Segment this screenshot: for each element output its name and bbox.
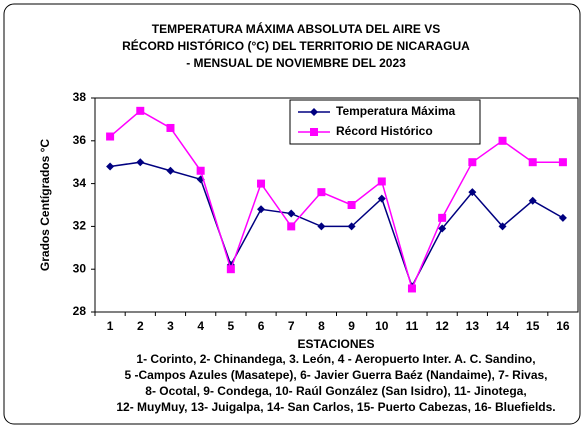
y-tick-label: 28 (73, 304, 87, 318)
data-point (106, 162, 115, 171)
footnote: 8- Ocotal, 9- Condega, 10- Raúl González… (145, 384, 526, 398)
data-point (257, 179, 266, 188)
chart-title: - MENSUAL DE NOVIEMBRE DEL 2023 (186, 56, 406, 70)
data-point (317, 188, 326, 197)
x-tick-label: 1 (107, 319, 114, 333)
data-point (166, 123, 175, 132)
data-point (136, 158, 145, 167)
data-point (347, 222, 356, 231)
legend-marker (310, 128, 318, 136)
data-point (136, 106, 145, 115)
series-line (109, 161, 564, 289)
legend-box (289, 99, 481, 145)
data-point (377, 177, 386, 186)
data-point (166, 166, 175, 175)
x-tick-label: 9 (348, 319, 355, 333)
x-tick-label: 10 (375, 319, 389, 333)
data-point (528, 158, 537, 167)
series-line (109, 109, 563, 291)
data-point (226, 265, 235, 274)
data-point (257, 205, 266, 214)
y-tick-label: 38 (73, 90, 87, 104)
data-point (287, 222, 296, 231)
data-point (558, 213, 567, 222)
data-point (438, 213, 447, 222)
footnote: 12- MuyMuy, 13- Juigalpa, 14- San Carlos… (116, 400, 555, 414)
data-point (377, 194, 386, 203)
data-point (498, 136, 507, 145)
x-tick-label: 8 (318, 319, 325, 333)
data-point (468, 158, 477, 167)
x-tick-label: 4 (197, 319, 204, 333)
x-tick-label: 2 (137, 319, 144, 333)
x-tick-label: 15 (526, 319, 540, 333)
x-tick-label: 16 (556, 319, 570, 333)
x-tick-label: 11 (406, 319, 419, 333)
x-tick-label: 12 (435, 319, 449, 333)
y-tick-label: 30 (73, 261, 87, 275)
data-point (407, 284, 416, 293)
x-tick-label: 14 (496, 319, 510, 333)
data-point (558, 158, 567, 167)
chart-title: TEMPERATURA MÁXIMA ABSOLUTA DEL AIRE VS (152, 21, 440, 36)
data-point (196, 166, 205, 175)
legend-label: Temperatura Máxima (336, 104, 455, 118)
data-point (106, 132, 115, 141)
y-tick-label: 32 (73, 219, 87, 233)
legend-label: Récord Histórico (336, 124, 433, 138)
data-point (468, 188, 477, 197)
y-tick-label: 34 (73, 176, 87, 190)
x-tick-label: 5 (228, 319, 235, 333)
x-tick-label: 7 (288, 319, 295, 333)
y-axis-label: Grados Centígrados °C (38, 139, 52, 271)
y-tick-label: 36 (73, 133, 87, 147)
data-point (317, 222, 326, 231)
data-point (287, 209, 296, 218)
chart-title: RÉCORD HISTÓRICO (°C) DEL TERRITORIO DE … (122, 38, 470, 53)
legend-marker (310, 108, 318, 116)
x-tick-label: 3 (167, 319, 174, 333)
x-tick-label: 6 (258, 319, 265, 333)
x-tick-label: 13 (466, 319, 480, 333)
data-point (498, 222, 507, 231)
data-point (528, 196, 537, 205)
footnote: 1- Corinto, 2- Chinandega, 3. León, 4 - … (136, 352, 535, 366)
x-axis-label: ESTACIONES (297, 337, 374, 351)
footnote: 5 -Campos Azules (Masatepe), 6- Javier G… (124, 368, 547, 382)
data-point (347, 201, 356, 209)
data-point (438, 224, 447, 233)
